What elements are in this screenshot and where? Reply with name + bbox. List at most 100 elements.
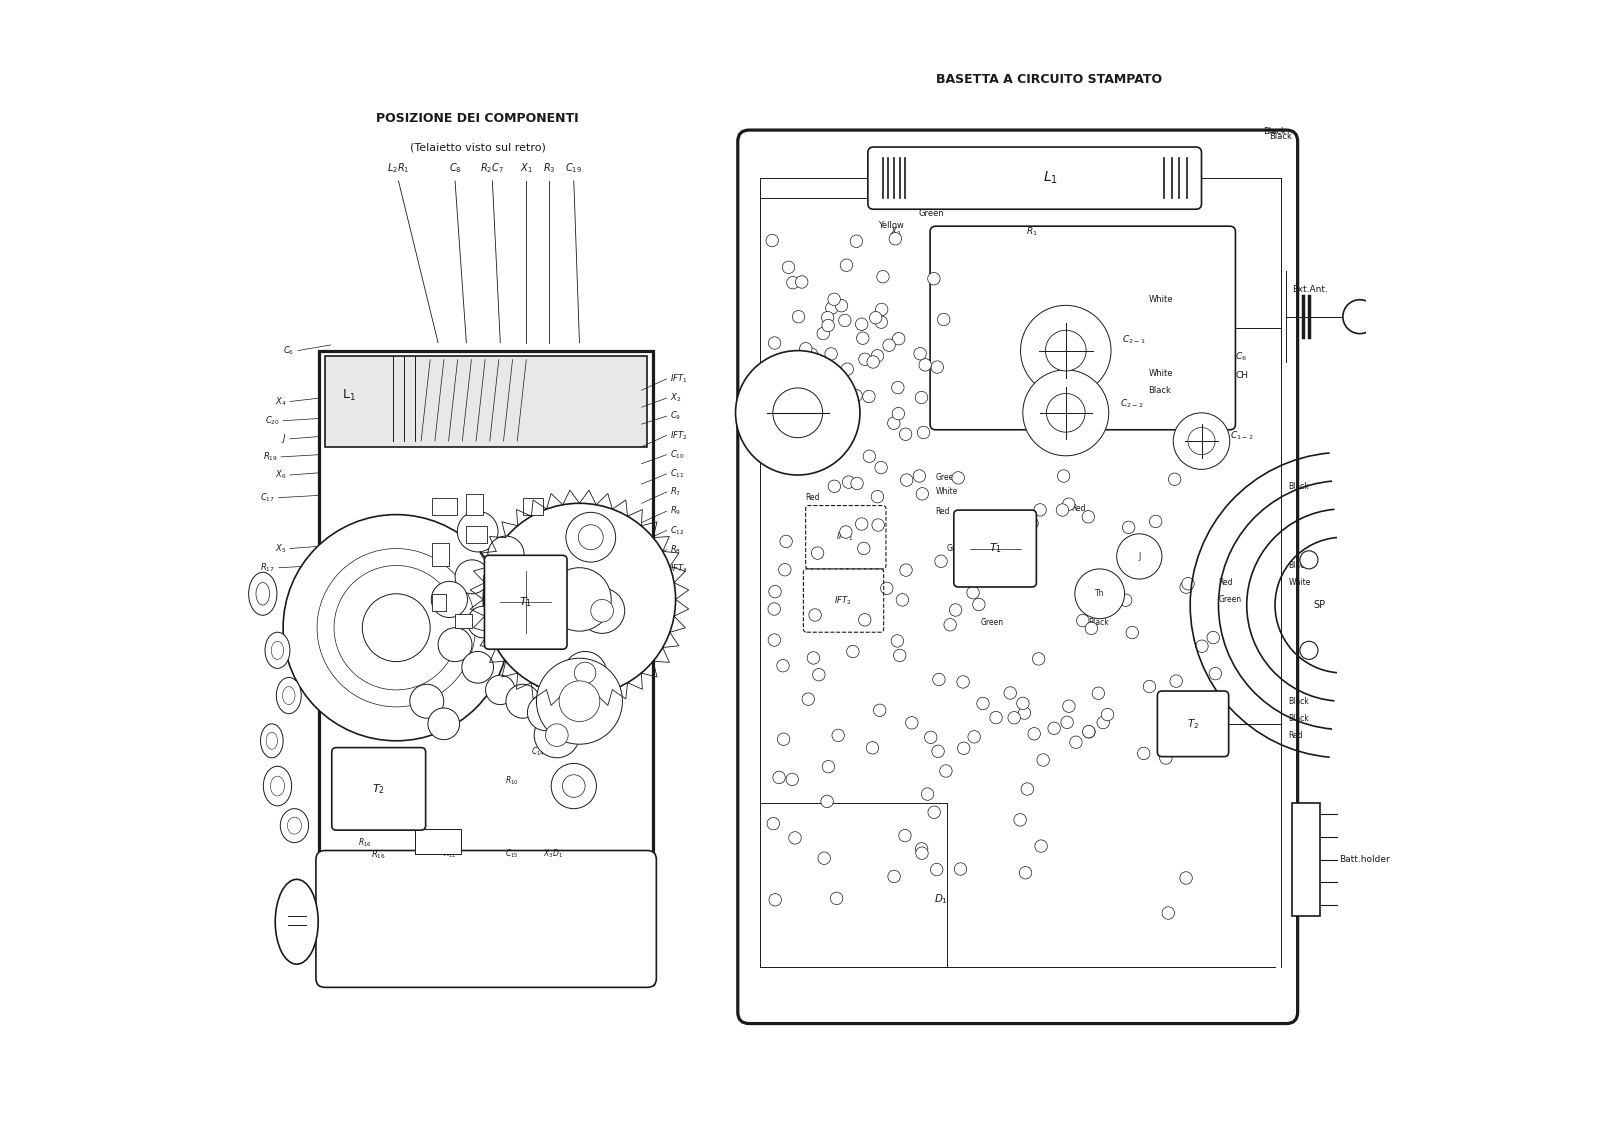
Text: $X_5$: $X_5$	[275, 542, 286, 555]
Text: $IFT_2$: $IFT_2$	[834, 594, 851, 607]
Text: $R_{11}$: $R_{11}$	[443, 847, 456, 861]
Circle shape	[1032, 653, 1045, 665]
Text: $C_{2-1}$: $C_{2-1}$	[1122, 333, 1146, 346]
Text: $C_{20}$: $C_{20}$	[266, 414, 280, 428]
Circle shape	[957, 742, 970, 754]
Text: $T_1$: $T_1$	[522, 596, 531, 608]
Circle shape	[974, 519, 987, 532]
Circle shape	[768, 603, 781, 615]
Circle shape	[867, 356, 880, 369]
Circle shape	[970, 533, 982, 545]
Circle shape	[931, 745, 944, 758]
Circle shape	[779, 563, 790, 576]
Circle shape	[1200, 742, 1211, 754]
Circle shape	[1173, 413, 1230, 469]
Bar	[466, 526, 486, 543]
Circle shape	[795, 276, 808, 288]
Circle shape	[558, 681, 600, 722]
Circle shape	[872, 491, 883, 503]
Text: White: White	[1149, 369, 1173, 378]
Circle shape	[787, 276, 798, 288]
Circle shape	[1014, 813, 1026, 826]
Circle shape	[590, 599, 613, 622]
Bar	[494, 631, 509, 645]
Circle shape	[856, 518, 867, 530]
Text: $T_1$: $T_1$	[520, 595, 533, 610]
Circle shape	[928, 806, 941, 819]
Circle shape	[829, 432, 842, 444]
Circle shape	[957, 675, 970, 688]
Ellipse shape	[264, 767, 291, 805]
Text: Black: Black	[1288, 697, 1309, 706]
Circle shape	[1123, 521, 1134, 534]
Ellipse shape	[266, 733, 277, 750]
Text: Black: Black	[1088, 618, 1109, 627]
Text: Green: Green	[947, 544, 970, 553]
Circle shape	[1035, 840, 1048, 853]
Ellipse shape	[280, 809, 309, 843]
Circle shape	[917, 426, 930, 439]
Text: SP: SP	[1314, 601, 1326, 610]
Circle shape	[915, 847, 928, 860]
Circle shape	[990, 711, 1002, 724]
Circle shape	[1085, 622, 1098, 634]
Text: $C_{10}$: $C_{10}$	[670, 448, 685, 461]
Circle shape	[846, 646, 859, 658]
Ellipse shape	[283, 687, 294, 705]
Circle shape	[826, 302, 838, 314]
Circle shape	[1171, 696, 1184, 708]
Text: $C_{15}$: $C_{15}$	[504, 847, 518, 861]
Text: $\mathrm{L_1}$: $\mathrm{L_1}$	[342, 388, 355, 404]
Circle shape	[869, 311, 882, 323]
FancyBboxPatch shape	[331, 748, 426, 830]
Circle shape	[952, 472, 965, 484]
Circle shape	[550, 763, 597, 809]
Circle shape	[773, 388, 822, 438]
Text: $C_6$: $C_6$	[283, 344, 294, 357]
Text: $IFT_1$: $IFT_1$	[670, 372, 688, 386]
Text: Yellow: Yellow	[877, 221, 904, 230]
Circle shape	[768, 633, 781, 646]
Text: $R_{10}$: $R_{10}$	[504, 774, 518, 787]
Circle shape	[1016, 697, 1029, 709]
Circle shape	[859, 614, 870, 627]
Circle shape	[976, 697, 989, 709]
Circle shape	[840, 411, 853, 423]
Circle shape	[858, 542, 870, 554]
Circle shape	[506, 684, 539, 718]
Circle shape	[770, 586, 781, 598]
Circle shape	[899, 428, 912, 440]
Circle shape	[1205, 708, 1218, 720]
Circle shape	[830, 892, 843, 905]
Circle shape	[896, 594, 909, 606]
Circle shape	[1176, 706, 1189, 718]
Circle shape	[862, 450, 875, 463]
Text: $R_5R_6$: $R_5R_6$	[518, 661, 538, 674]
Circle shape	[922, 788, 934, 801]
Text: $IFT_1$: $IFT_1$	[837, 530, 854, 544]
Circle shape	[778, 733, 790, 745]
Circle shape	[1165, 718, 1178, 731]
Circle shape	[968, 731, 981, 743]
Circle shape	[454, 560, 490, 594]
Circle shape	[856, 318, 867, 330]
Circle shape	[850, 235, 862, 248]
Text: Black: Black	[1288, 482, 1309, 491]
Ellipse shape	[270, 776, 285, 796]
Text: Black: Black	[811, 459, 832, 468]
Text: $IFT_2$: $IFT_2$	[670, 429, 688, 442]
Circle shape	[579, 588, 624, 633]
Circle shape	[835, 300, 848, 312]
Bar	[416, 829, 461, 854]
Circle shape	[840, 526, 853, 538]
Circle shape	[891, 381, 904, 394]
Circle shape	[875, 303, 888, 316]
Circle shape	[877, 270, 890, 283]
Text: $C_{19}$: $C_{19}$	[565, 162, 582, 175]
Circle shape	[1144, 681, 1155, 693]
Text: Red: Red	[1072, 504, 1086, 513]
Circle shape	[915, 391, 928, 404]
Circle shape	[766, 818, 779, 830]
Circle shape	[822, 319, 834, 331]
Circle shape	[918, 359, 931, 371]
